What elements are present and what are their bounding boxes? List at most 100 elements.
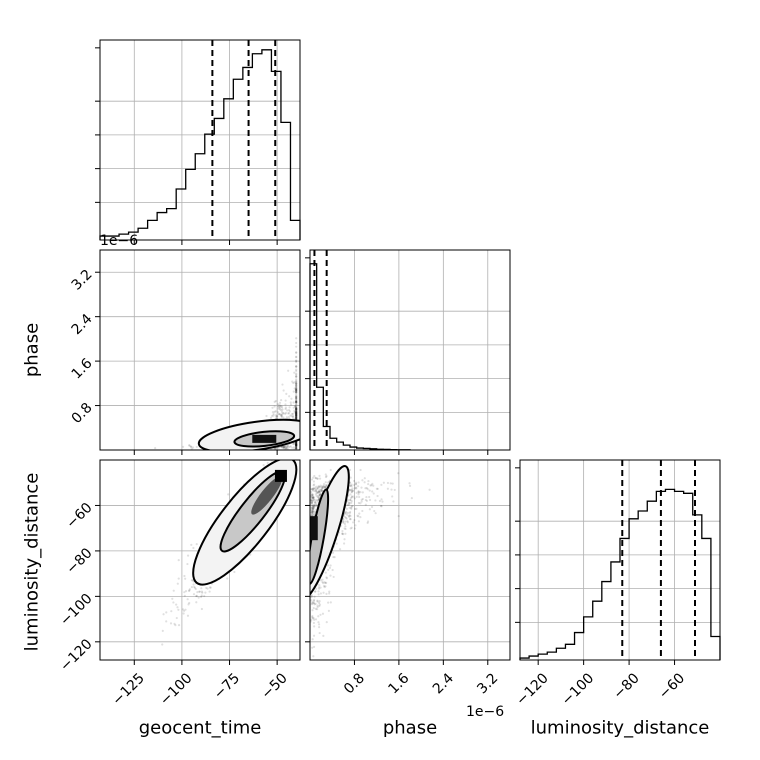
sample-point	[365, 495, 368, 499]
y-tick-label: 1.6	[69, 355, 96, 382]
sample-point	[295, 411, 298, 415]
sample-point	[295, 441, 298, 444]
sample-point	[295, 444, 298, 447]
sample-point	[380, 498, 383, 501]
sample-point	[312, 487, 315, 490]
sample-point	[322, 582, 325, 585]
sample-point	[295, 415, 298, 418]
sample-point	[357, 515, 360, 518]
sample-point	[353, 497, 356, 500]
sample-point	[169, 622, 173, 625]
sample-point	[349, 484, 352, 487]
y-tick-label: 2.4	[69, 311, 96, 338]
sample-point	[367, 480, 370, 483]
sample-point	[317, 491, 320, 494]
sample-point	[320, 485, 323, 488]
sample-point	[173, 622, 176, 625]
sample-point	[312, 606, 315, 610]
sample-point	[393, 488, 396, 492]
sample-point	[295, 379, 298, 382]
sample-point	[227, 493, 230, 496]
x-axis-label-luminosity_distance: luminosity_distance	[531, 718, 710, 739]
sample-point	[373, 509, 376, 513]
sample-point	[295, 444, 298, 447]
sample-point	[295, 416, 298, 419]
sample-point	[319, 492, 322, 495]
sample-point	[323, 584, 326, 588]
x-tick-label: 2.4	[430, 670, 457, 697]
sample-point	[317, 586, 320, 589]
sample-point	[295, 401, 298, 404]
sample-point	[205, 586, 208, 590]
sample-point	[351, 489, 354, 492]
sample-point	[312, 484, 315, 487]
sample-point	[295, 415, 298, 418]
sample-point	[316, 487, 319, 491]
sample-point	[361, 491, 364, 494]
sample-point	[295, 416, 298, 419]
sample-point	[295, 443, 298, 447]
sample-point	[295, 397, 298, 400]
sample-point	[368, 508, 371, 511]
sample-point	[295, 368, 298, 371]
sample-point	[310, 511, 313, 514]
sample-point	[366, 520, 370, 523]
sample-point	[311, 617, 314, 620]
sample-point	[284, 412, 287, 415]
sample-point	[295, 416, 298, 419]
sample-point	[344, 515, 347, 519]
sample-point	[295, 345, 298, 348]
sample-point	[295, 447, 298, 450]
sample-point	[343, 538, 346, 541]
sample-point	[294, 412, 297, 415]
sample-point	[295, 413, 298, 416]
sample-point	[288, 445, 291, 448]
sample-point	[275, 415, 278, 418]
sample-point	[311, 508, 315, 511]
sample-point	[295, 412, 298, 415]
sample-point	[193, 585, 196, 588]
sample-point	[310, 599, 313, 602]
sample-point	[351, 489, 355, 492]
sample-point	[295, 443, 298, 447]
sample-point	[184, 608, 187, 611]
sample-point	[313, 598, 316, 601]
sample-point	[345, 513, 349, 516]
sample-point	[295, 382, 298, 385]
sample-point	[273, 400, 276, 404]
sample-point	[347, 503, 350, 506]
sample-point	[363, 477, 366, 480]
sample-point	[360, 498, 363, 501]
sample-point	[365, 499, 369, 502]
sample-point	[350, 483, 353, 486]
sample-point	[357, 490, 360, 493]
sample-point	[286, 456, 288, 458]
sample-point	[311, 638, 314, 641]
sample-point	[311, 509, 314, 512]
sample-point	[290, 397, 293, 400]
sample-point	[293, 443, 296, 446]
sample-point	[270, 414, 274, 418]
sample-point	[295, 400, 298, 403]
sample-point	[273, 405, 276, 408]
sample-point	[311, 512, 314, 516]
sample-point	[391, 495, 394, 498]
sample-point	[295, 441, 298, 444]
sample-point	[354, 481, 358, 484]
sample-point	[318, 626, 321, 629]
sample-point	[312, 506, 315, 509]
sample-point	[295, 401, 298, 404]
sample-point	[295, 380, 298, 383]
sample-point	[324, 585, 327, 588]
sample-point	[325, 483, 328, 487]
sample-point	[295, 411, 298, 414]
sample-point	[327, 568, 330, 571]
sample-point	[295, 445, 298, 448]
sample-point	[318, 631, 321, 635]
sample-point	[311, 646, 314, 649]
sample-point	[295, 414, 298, 417]
sample-point	[294, 405, 297, 408]
sample-point	[292, 415, 295, 418]
sample-point	[295, 396, 298, 399]
sample-point	[295, 411, 298, 414]
